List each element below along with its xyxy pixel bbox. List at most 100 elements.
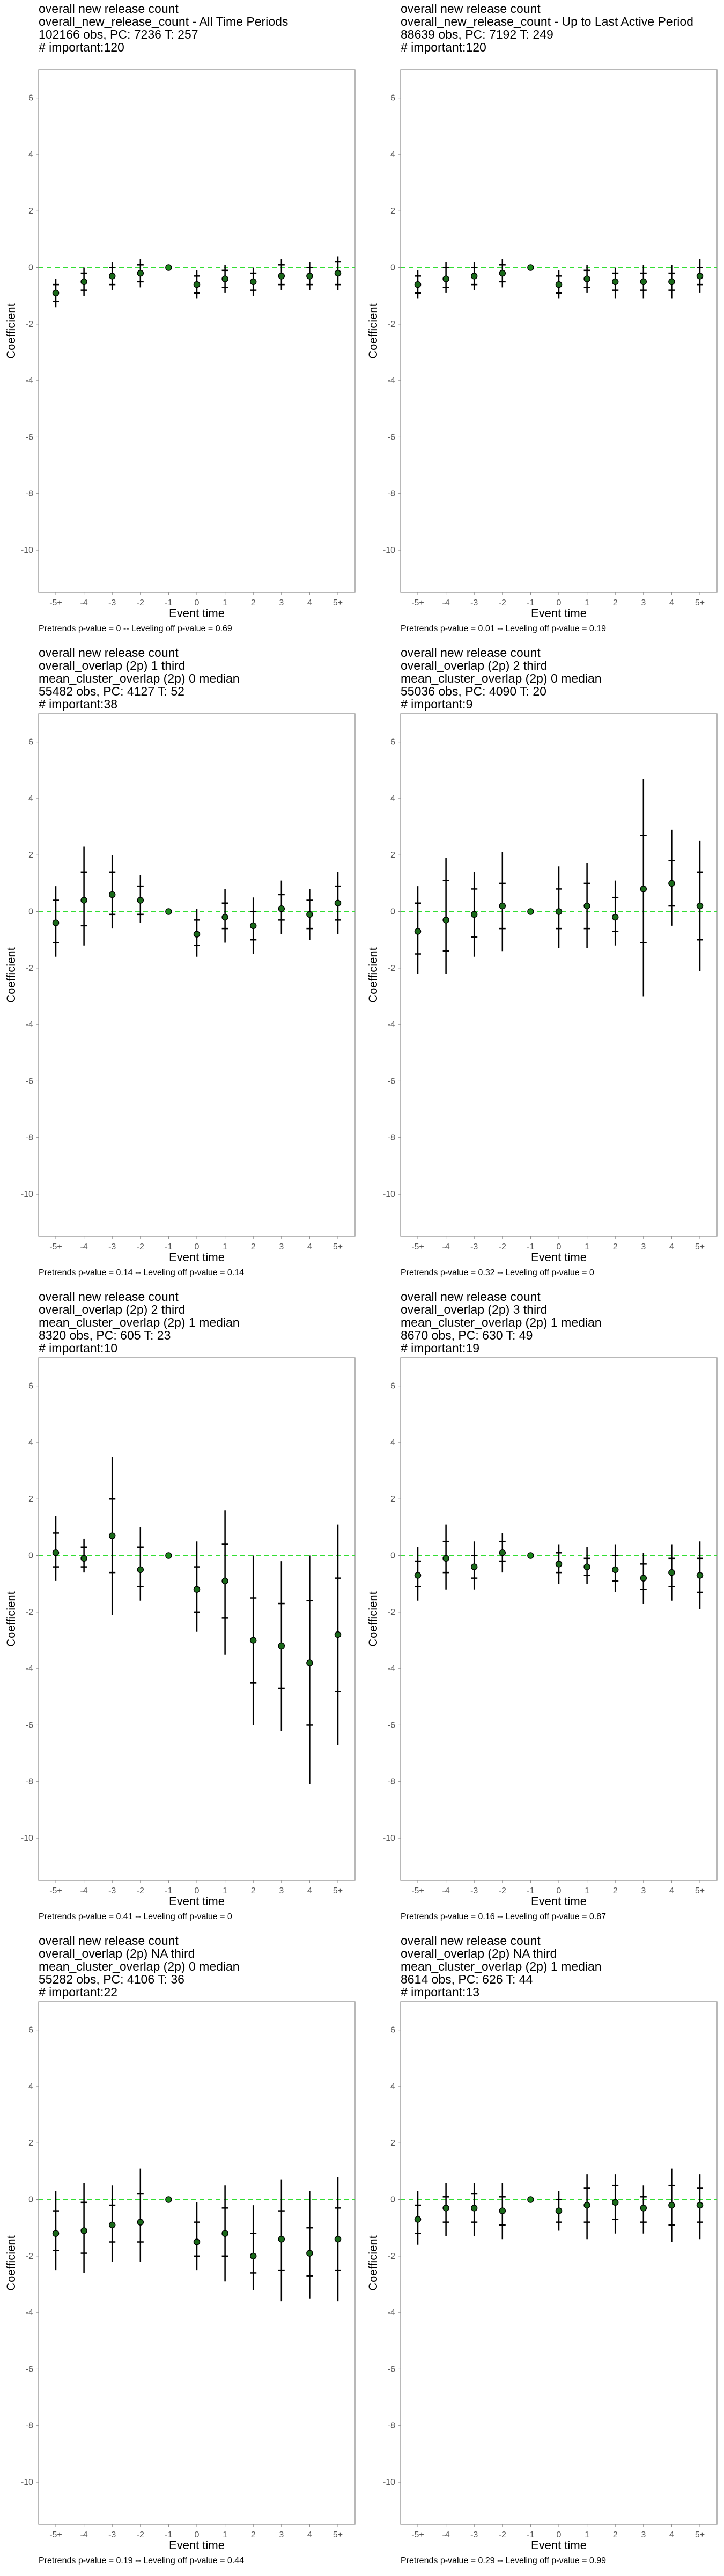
estimate-point-group — [668, 1544, 675, 1601]
estimate-point — [696, 2201, 704, 2209]
estimate-point — [193, 1586, 201, 1593]
chart-title: overall new release count overall_overlap… — [401, 1934, 722, 1999]
estimate-point — [108, 273, 116, 280]
estimate-point — [80, 2227, 87, 2234]
x-tick-label: -5+ — [49, 2530, 62, 2540]
estimate-point — [249, 922, 257, 930]
pvalue-label: Pretrends p-value = — [39, 2556, 116, 2565]
y-tick-label: -2 — [26, 1608, 33, 1617]
estimate-point-group — [137, 1527, 144, 1601]
estimate-point — [583, 1563, 590, 1570]
y-tick-label: 0 — [28, 908, 33, 917]
estimate-point — [499, 1549, 506, 1556]
estimate-point-group — [52, 2191, 60, 2271]
estimate-point — [52, 919, 60, 926]
x-tick-label: -4 — [442, 1242, 449, 1252]
x-axis-label: Event time — [169, 2538, 225, 2552]
title-line: overall_overlap (2p) 2 third — [39, 1302, 186, 1316]
estimate-point — [52, 1549, 60, 1556]
title-line: overall_overlap (2p) NA third — [401, 1946, 557, 1960]
y-axis-label: Coefficient — [4, 303, 18, 359]
pvalue-label: -- — [494, 624, 506, 633]
estimate-point — [611, 2199, 619, 2206]
title-line: 55482 obs, PC: 4127 T: 52 — [39, 684, 184, 698]
x-tick-label: 4 — [307, 1886, 312, 1896]
y-tick-label: -8 — [26, 1777, 33, 1787]
estimate-point — [527, 264, 534, 271]
x-tick-label: 1 — [585, 1242, 589, 1252]
title-line: overall_overlap (2p) NA third — [39, 1946, 195, 1960]
estimate-point-group — [696, 840, 704, 971]
estimate-point — [696, 902, 704, 910]
x-tick-label: 0 — [195, 1886, 200, 1896]
estimate-point — [278, 905, 285, 912]
pvalue-label: Pretrends p-value = — [401, 624, 478, 633]
estimate-point-group — [555, 270, 563, 299]
estimate-point-group — [334, 872, 342, 934]
pvalue-label: Pretrends p-value = — [39, 624, 116, 633]
x-tick-label: 0 — [557, 1242, 562, 1252]
pvalue-label: Leveling off p-value = — [143, 1268, 227, 1277]
pvalue-label: Leveling off p-value = — [505, 1912, 589, 1921]
title-line: 8320 obs, PC: 605 T: 23 — [39, 1328, 171, 1342]
title-line: overall_new_release_count - All Time Per… — [39, 14, 289, 28]
chart-panel: overall new release count overall_overlap… — [362, 1288, 724, 1932]
x-tick-label: -4 — [80, 598, 87, 608]
y-tick-label: -8 — [388, 1133, 395, 1143]
estimate-point-group — [696, 2174, 704, 2240]
x-tick-label: -5+ — [411, 2530, 424, 2540]
estimate-point-group — [52, 886, 60, 957]
chart-title: overall new release count overall_overlap… — [39, 1290, 360, 1355]
pvalue-label: -- — [494, 1268, 506, 1277]
estimate-point — [527, 1552, 534, 1559]
y-tick-label: 6 — [390, 94, 395, 103]
x-tick-label: 5+ — [333, 598, 343, 608]
estimate-point-group — [583, 2174, 590, 2240]
x-tick-label: -4 — [442, 2530, 449, 2540]
title-line: overall new release count — [401, 2, 541, 16]
title-line: overall new release count — [401, 646, 541, 660]
y-tick-label: 0 — [390, 908, 395, 917]
y-tick-label: 6 — [390, 2026, 395, 2035]
estimate-point-group — [470, 262, 478, 290]
estimate-point-group — [306, 889, 313, 940]
x-tick-label: 2 — [613, 2530, 618, 2540]
y-tick-label: 0 — [390, 2196, 395, 2205]
estimate-point — [306, 273, 313, 280]
estimate-point — [696, 273, 704, 280]
estimate-point — [555, 281, 563, 288]
estimate-point — [640, 2205, 647, 2212]
title-line: mean_cluster_overlap (2p) 1 median — [401, 1315, 602, 1329]
y-tick-label: 2 — [28, 851, 33, 860]
plot-frame — [400, 69, 718, 593]
x-tick-label: -3 — [470, 2530, 478, 2540]
x-tick-label: 5+ — [333, 2530, 343, 2540]
estimate-point — [334, 1631, 342, 1638]
estimate-point — [193, 931, 201, 938]
x-tick-label: -2 — [137, 1242, 144, 1252]
estimate-point — [668, 278, 675, 286]
title-line: mean_cluster_overlap (2p) 0 median — [401, 671, 602, 685]
estimate-point-group — [137, 2168, 144, 2262]
y-tick-label: -10 — [383, 1190, 395, 1199]
plot-frame — [400, 713, 718, 1237]
chart-panel: overall new release count overall_overlap… — [0, 1288, 362, 1932]
title-line: overall_overlap (2p) 2 third — [401, 658, 548, 672]
x-tick-label: 4 — [669, 2530, 674, 2540]
estimate-point-group — [668, 829, 675, 926]
x-axis-label: Event time — [531, 606, 587, 620]
estimate-point — [555, 908, 563, 915]
pvalue-footer: Pretrends p-value = 0.14 -- Leveling off… — [39, 1268, 244, 1278]
y-tick-label: 4 — [28, 150, 33, 159]
estimate-point — [527, 2196, 534, 2203]
x-tick-label: 4 — [669, 1242, 674, 1252]
x-tick-label: 4 — [307, 2530, 312, 2540]
estimate-point — [165, 2196, 172, 2203]
y-tick-label: -8 — [26, 489, 33, 499]
estimate-point — [583, 275, 590, 282]
x-tick-label: -3 — [470, 598, 478, 608]
